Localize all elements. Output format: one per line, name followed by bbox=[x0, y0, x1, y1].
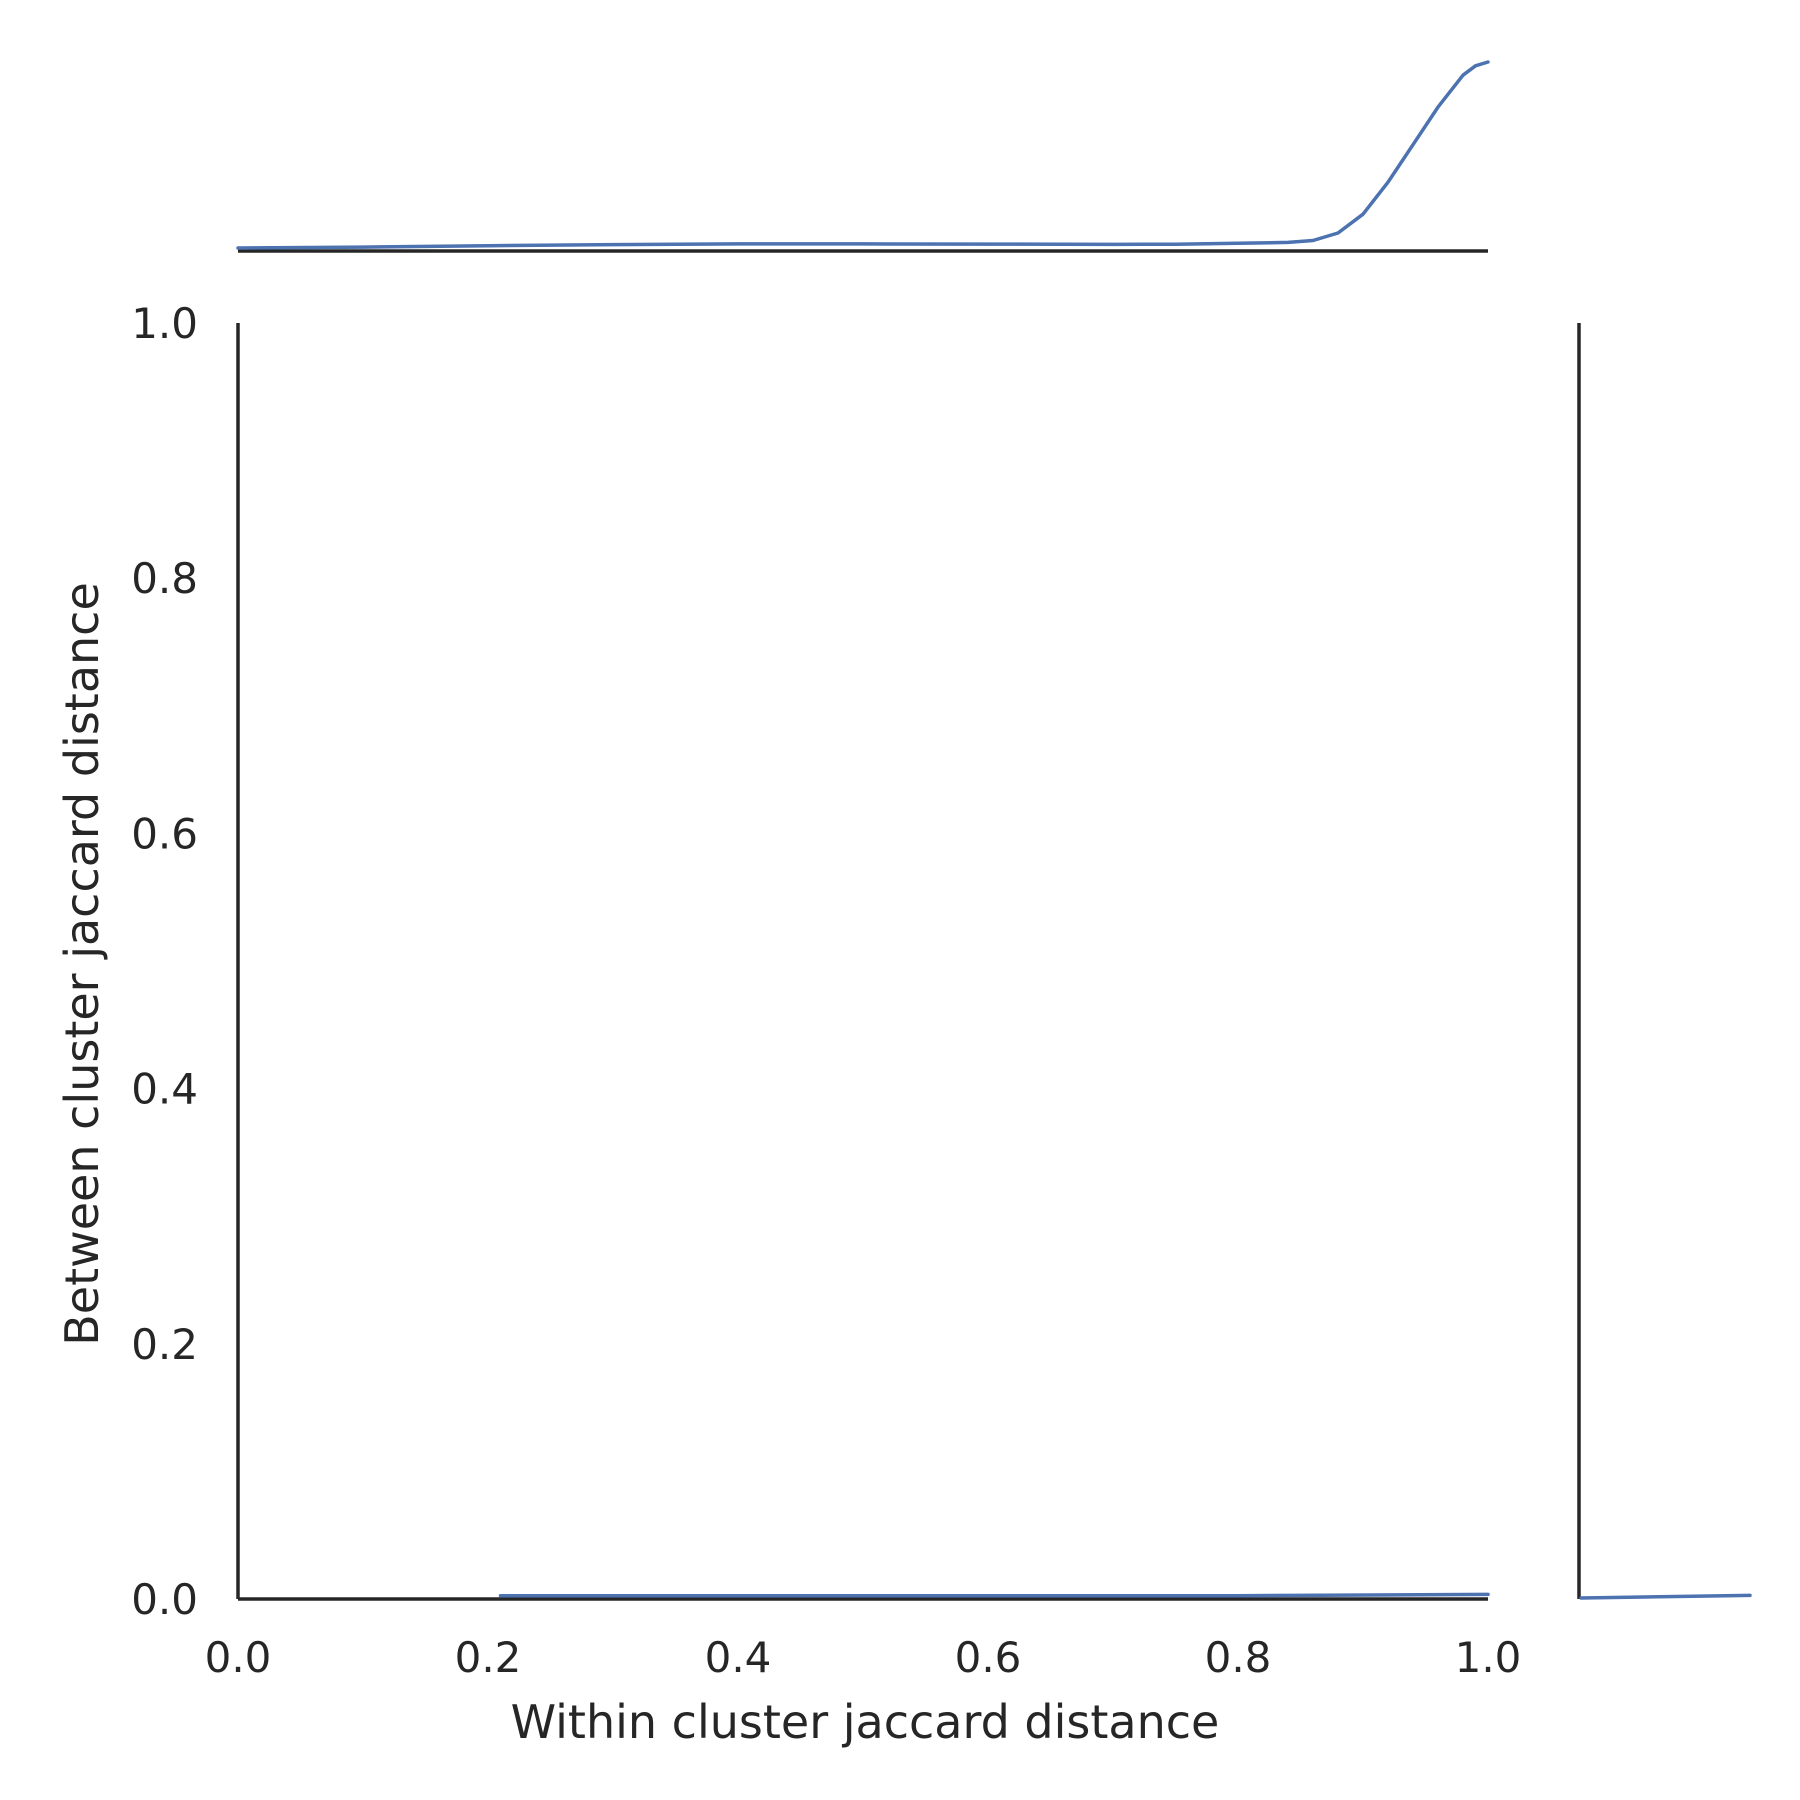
joint-axes: 0.0 0.2 0.4 0.6 0.8 1.0 0.0 0.2 0.4 0.6 0.8 1.0 bbox=[131, 299, 1521, 1682]
y-tick-label: 0.0 bbox=[131, 1575, 198, 1624]
y-tick-label: 0.8 bbox=[131, 554, 198, 603]
marginal-y-axes bbox=[1577, 323, 1752, 1600]
y-tick-label: 0.6 bbox=[131, 809, 198, 858]
x-tick-label: 0.0 bbox=[205, 1633, 272, 1682]
x-tick-label: 0.4 bbox=[705, 1633, 772, 1682]
x-axis-label: Within cluster jaccard distance bbox=[511, 1695, 1220, 1749]
joint-series-line bbox=[498, 1592, 1490, 1598]
x-tick-label: 1.0 bbox=[1455, 1633, 1522, 1682]
marginal-x-axes bbox=[236, 60, 1490, 253]
x-tick-label: 0.6 bbox=[955, 1633, 1022, 1682]
x-tick-label: 0.2 bbox=[455, 1633, 522, 1682]
y-tick-label: 0.2 bbox=[131, 1320, 198, 1369]
y-axis-label: Between cluster jaccard distance bbox=[55, 582, 109, 1346]
y-tick-label: 1.0 bbox=[131, 299, 198, 348]
y-tick-label: 0.4 bbox=[131, 1065, 198, 1114]
marginal-y-density-line bbox=[1579, 1593, 1752, 1600]
x-tick-label: 0.8 bbox=[1205, 1633, 1272, 1682]
marginal-x-density-line bbox=[236, 60, 1490, 250]
